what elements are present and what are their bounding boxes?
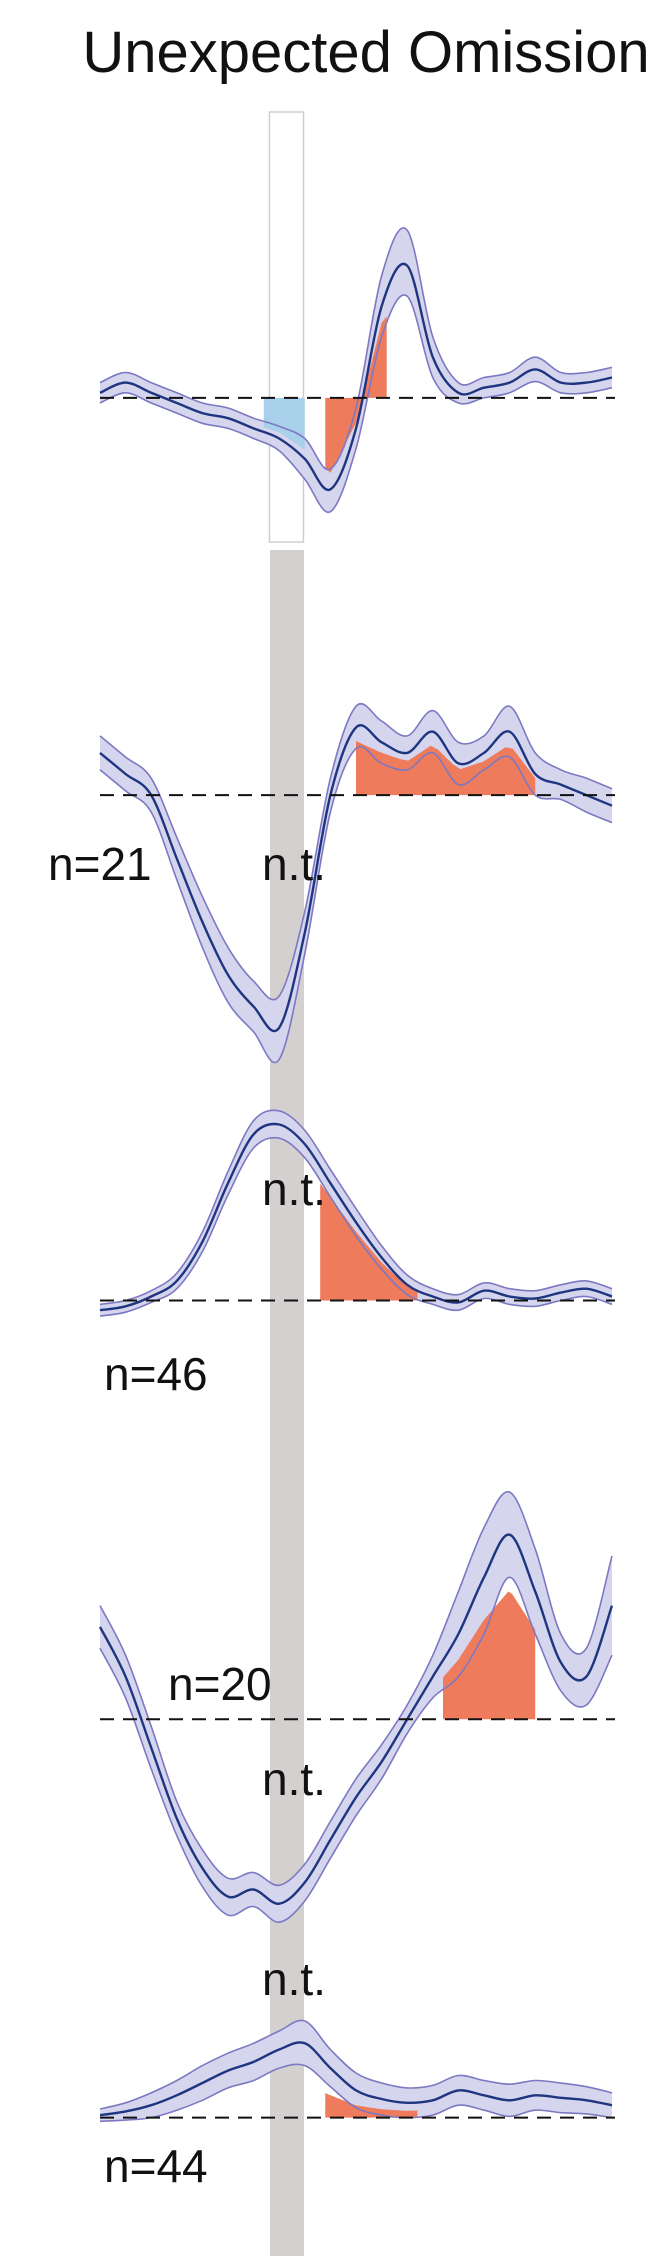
panels: n=21 n.t. n.t. n=46 n=20 n.t. n.t. n=44 <box>48 111 615 2192</box>
sem-band <box>100 1110 612 1317</box>
mean-trace <box>98 1533 614 1905</box>
sem-lower-edge <box>99 294 613 513</box>
panel-label: n=44 <box>104 2140 208 2192</box>
sem-lower-edge <box>99 2063 613 2123</box>
positive-response-area <box>325 316 387 473</box>
sem-lower-edge <box>99 1136 613 1317</box>
mean-trace <box>99 1122 613 1312</box>
panel-p2: n=21 n.t. <box>48 703 615 1064</box>
panel-label: n.t. <box>262 1953 326 2005</box>
sem-lower-edge <box>99 1576 613 1923</box>
sem-upper-edge <box>99 227 613 471</box>
sem-upper-edge <box>99 2019 613 2110</box>
panel-p4: n=20 n.t. <box>98 1491 615 1923</box>
sem-lower-edge <box>99 745 613 1064</box>
panel-label: n=46 <box>104 1348 208 1400</box>
sem-band <box>100 1491 612 1923</box>
negative-response-area <box>263 397 305 450</box>
positive-response-area <box>443 1591 536 1720</box>
panel-label: n=21 <box>48 838 152 890</box>
panel-p5: n.t. n=44 <box>99 1953 615 2192</box>
mean-trace <box>99 724 613 1033</box>
positive-response-area <box>320 1183 418 1301</box>
figure-title: Unexpected Omission <box>82 20 649 85</box>
panel-p1 <box>99 111 615 543</box>
sem-upper-edge <box>99 703 613 1001</box>
panel-label: n=20 <box>168 1658 272 1710</box>
panel-p3: n.t. n=46 <box>99 1109 615 1400</box>
mean-trace <box>99 262 613 492</box>
positive-response-area <box>325 2093 418 2118</box>
panel-label: n.t. <box>262 1753 326 1805</box>
panel-label: n.t. <box>262 838 326 890</box>
mean-trace <box>99 2041 613 2117</box>
stimulus-box <box>268 111 305 543</box>
sem-upper-edge <box>99 1109 613 1306</box>
stimulus-bar <box>270 550 304 2256</box>
sem-upper-edge <box>99 1491 613 1887</box>
panel-label: n.t. <box>262 1163 326 1215</box>
